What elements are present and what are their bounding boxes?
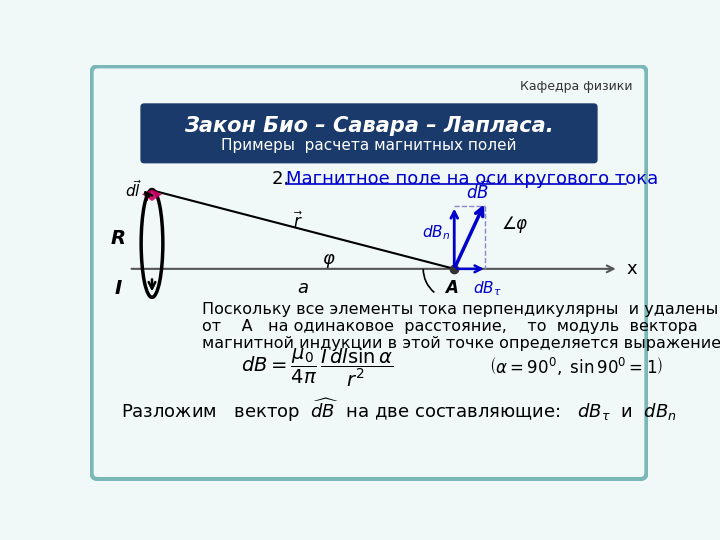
Text: $\angle\varphi$: $\angle\varphi$ (500, 214, 528, 235)
Text: Примеры  расчета магнитных полей: Примеры расчета магнитных полей (221, 138, 517, 153)
Text: 2.: 2. (272, 170, 295, 188)
Text: $d\vec{B}$: $d\vec{B}$ (466, 180, 490, 203)
Text: $dB_n$: $dB_n$ (422, 224, 450, 242)
Text: I: I (114, 279, 122, 298)
Text: $d\vec{l}$: $d\vec{l}$ (125, 179, 142, 200)
Text: Разложим   вектор  $\widehat{dB}$  на две составляющие:   $\mathbf{\mathit{dB_{\: Разложим вектор $\widehat{dB}$ на две со… (121, 396, 677, 424)
Text: x: x (626, 260, 637, 278)
Text: Кафедра физики: Кафедра физики (520, 80, 632, 93)
Text: Закон Био – Савара – Лапласа.: Закон Био – Савара – Лапласа. (184, 117, 554, 137)
Text: Магнитное поле на оси кругового тока: Магнитное поле на оси кругового тока (286, 170, 658, 188)
Text: $\varphi$: $\varphi$ (322, 252, 336, 270)
Text: $dB = \dfrac{\mu_0}{4\pi}\,\dfrac{I\,dl\sin\alpha}{r^2}$: $dB = \dfrac{\mu_0}{4\pi}\,\dfrac{I\,dl\… (241, 346, 393, 389)
Text: $\vec{r}$: $\vec{r}$ (292, 212, 302, 232)
Text: $\left(\alpha = 90^0,\ \sin 90^0 = 1\right)$: $\left(\alpha = 90^0,\ \sin 90^0 = 1\rig… (489, 356, 663, 379)
Text: $dB_{\tau}$: $dB_{\tau}$ (472, 280, 501, 298)
Text: A: A (446, 279, 459, 297)
Text: Поскольку все элементы тока перпендикулярны  и удалены: Поскольку все элементы тока перпендикуля… (202, 302, 719, 317)
Text: от    A   на одинаковое  расстояние,    то  модуль  вектора: от A на одинаковое расстояние, то модуль… (202, 319, 698, 334)
Polygon shape (142, 190, 162, 201)
FancyBboxPatch shape (91, 66, 647, 479)
Text: R: R (110, 228, 125, 247)
Text: a: a (297, 279, 309, 297)
Text: магнитной индукции в этой точке определяется выражением: магнитной индукции в этой точке определя… (202, 336, 720, 351)
FancyBboxPatch shape (140, 103, 598, 164)
